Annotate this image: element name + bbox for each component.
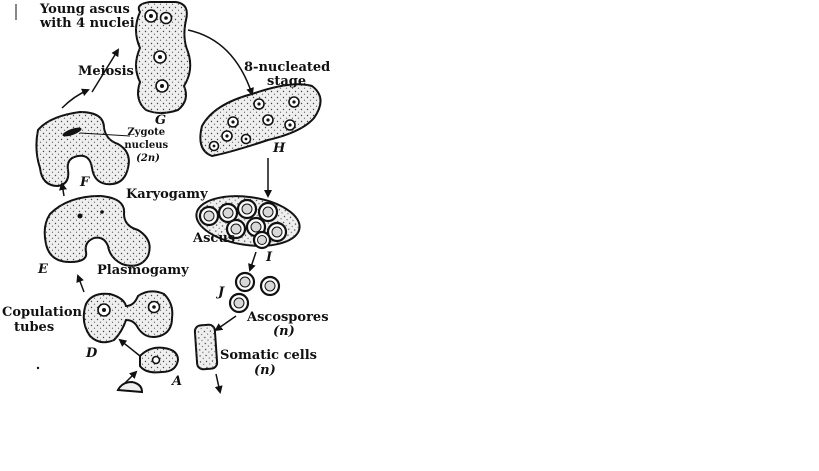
- copulation-tubes-label: Copulation tubes: [2, 305, 87, 335]
- arrow-d-to-e: [76, 274, 85, 293]
- arrow-meiosis-to-g: [91, 48, 120, 93]
- ascospore: [225, 218, 247, 240]
- nucleus: [144, 9, 158, 23]
- stage-e-plasmogamy: [43, 194, 151, 267]
- nucleus: [227, 116, 239, 128]
- somatic-cells-label: Somatic cells (n): [220, 348, 322, 378]
- arrow-somatic-onward: [214, 373, 223, 394]
- zygote-nucleus: [62, 127, 82, 137]
- stage-letter-j: J: [215, 285, 225, 300]
- nucleus: [147, 300, 161, 314]
- stage-g-young-ascus: [135, 0, 192, 114]
- eight-nucleated-label: 8-nucleated stage: [244, 60, 335, 89]
- nucleus: [221, 130, 233, 142]
- ascospore: [257, 201, 279, 223]
- ascospore: [198, 205, 220, 227]
- stage-f-zygote: [35, 110, 130, 188]
- meiosis-label: Meiosis: [78, 64, 134, 79]
- ascus-label: Ascus: [192, 231, 235, 246]
- arrow-i-to-j: [248, 251, 257, 272]
- nucleus: [97, 303, 111, 317]
- nucleus: [262, 114, 274, 126]
- ascospore: [217, 202, 239, 224]
- ascospore: [228, 292, 250, 314]
- nucleus: [153, 50, 167, 64]
- nucleus: [77, 213, 83, 219]
- ascospore: [266, 221, 288, 243]
- stage-h-eight-nucleated: [199, 83, 322, 158]
- stage-letter-d: D: [85, 346, 98, 361]
- stage-a-mating-cells: [139, 346, 180, 374]
- mating-cell-partial: [116, 380, 144, 394]
- stage-letter-e: E: [37, 262, 49, 277]
- nucleus: [284, 119, 296, 131]
- nucleus: [240, 133, 252, 145]
- ascospore: [252, 230, 272, 250]
- stage-letter-h: H: [272, 141, 286, 156]
- nucleus: [100, 210, 104, 214]
- nucleus: [208, 140, 220, 152]
- nucleus: [155, 79, 169, 93]
- stray-mark: [36, 366, 40, 370]
- karyogamy-label: Karyogamy: [126, 187, 208, 202]
- plasmogamy-label: Plasmogamy: [97, 263, 189, 278]
- arrow-lower-to-a: [123, 370, 138, 385]
- arrow-e-to-f: [59, 182, 67, 197]
- stage-letter-f: F: [79, 175, 90, 190]
- ascospores-label: Ascospores (n): [246, 310, 333, 339]
- zygote-nucleus-label: Zygote nucleus (2n): [124, 127, 171, 164]
- arrow-ascospores-to-somatic: [214, 315, 237, 332]
- nucleus: [253, 98, 265, 110]
- somatic-cell: [193, 323, 219, 371]
- ascospore: [234, 271, 256, 293]
- young-ascus-label: Young ascus with 4 nuclei: [39, 2, 135, 31]
- stage-letter-g: G: [155, 113, 166, 128]
- ascospore: [236, 198, 258, 220]
- arrow-a-to-d: [118, 338, 141, 357]
- arrow-f-to-meiosis: [61, 88, 90, 109]
- zygote-leader-line: [79, 132, 131, 137]
- arrow-g-to-h: [187, 29, 254, 96]
- nucleus: [159, 11, 173, 25]
- stage-letter-i: I: [265, 250, 273, 265]
- stage-j-free-ascospores: [228, 271, 281, 314]
- stage-letter-a: A: [170, 374, 182, 389]
- ascospore: [259, 275, 281, 297]
- nucleus: [288, 96, 300, 108]
- nucleus: [151, 355, 161, 365]
- stage-i-ascus: [195, 195, 301, 250]
- stage-d-copulation: [82, 290, 174, 344]
